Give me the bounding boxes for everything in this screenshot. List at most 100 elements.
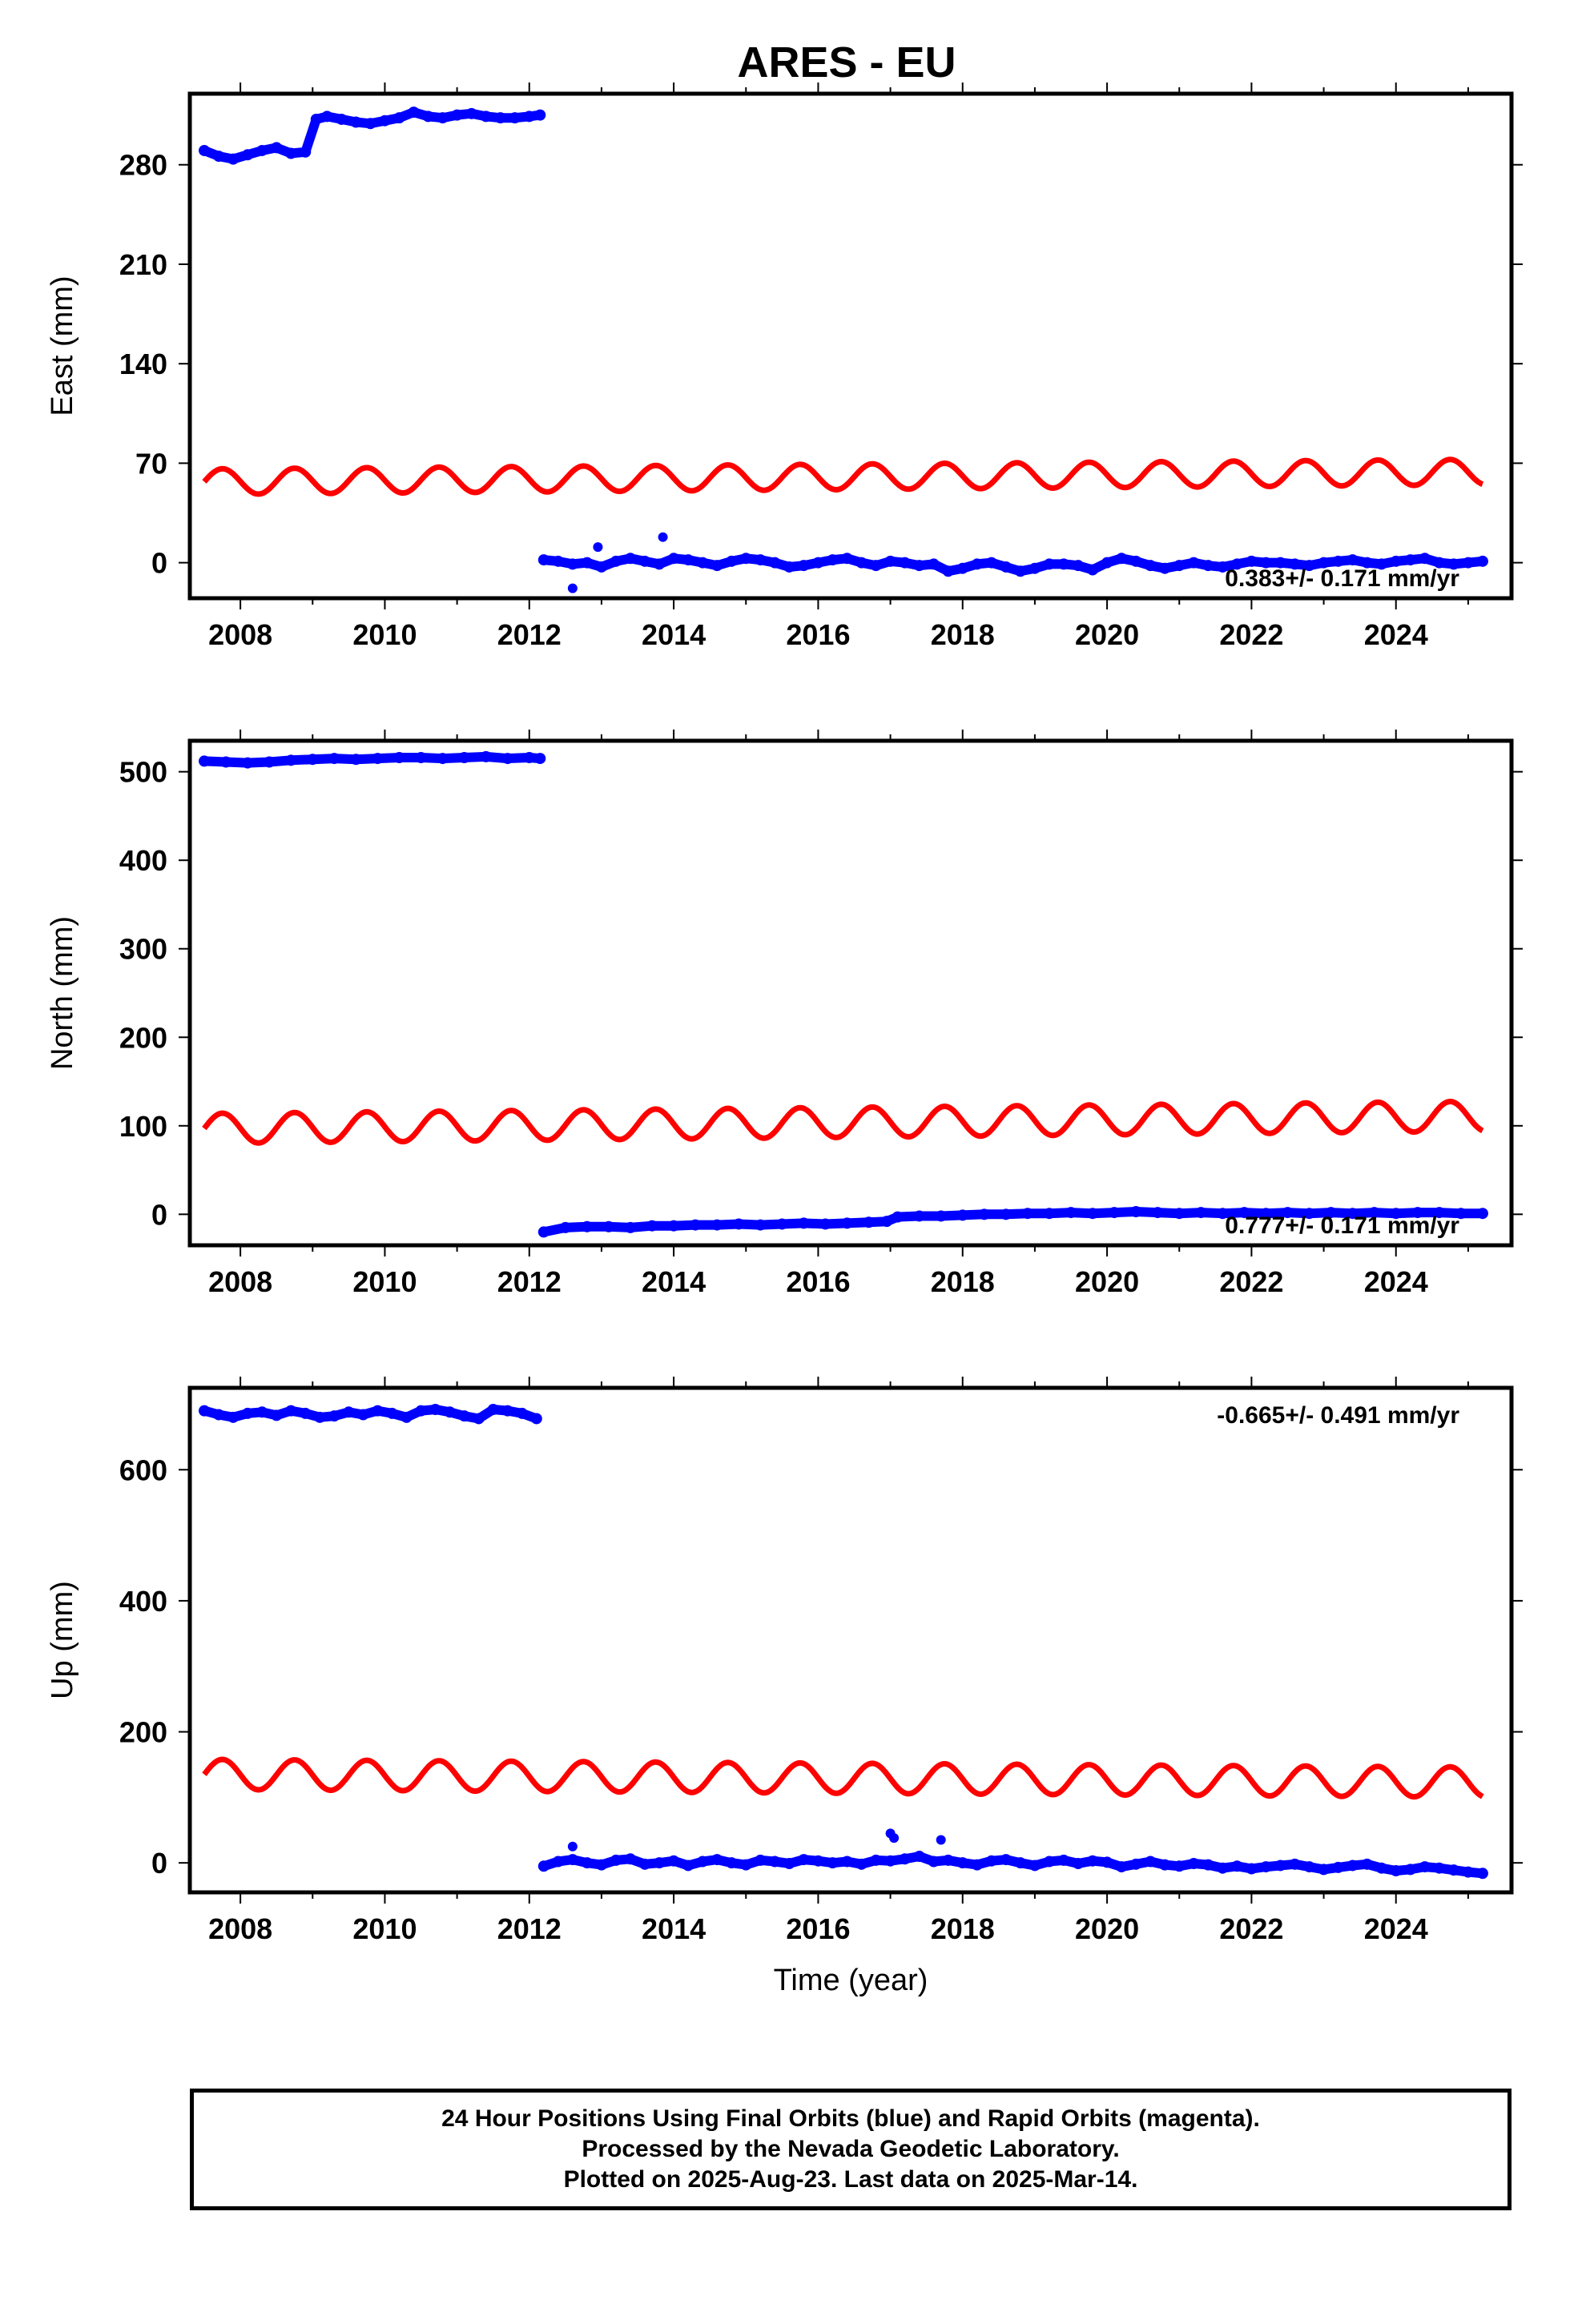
data-point [537,554,549,566]
y-axis-label: Up (mm) [46,1581,79,1699]
x-tick-label: 2022 [1219,1912,1283,1945]
data-point [422,111,434,123]
y-tick-label: 200 [119,1021,167,1054]
data-point [682,554,694,566]
data-point [1057,1854,1069,1866]
data-point [971,558,983,570]
outlier-point [593,542,603,553]
data-point [913,1851,925,1862]
y-tick-label: 300 [119,933,167,966]
data-point [350,116,362,128]
data-point [1173,1860,1185,1872]
data-point [595,561,607,573]
data-point [639,1858,651,1870]
x-tick-label: 2018 [931,1912,995,1945]
data-point [1101,557,1113,569]
data-point [956,1857,968,1869]
data-point [501,753,513,765]
data-point [855,1858,867,1870]
data-point [884,555,896,567]
data-point [1145,560,1157,572]
data-point [841,1856,853,1868]
data-point [300,146,312,158]
data-point [242,149,254,161]
processing-note-line-2: Processed by the Nevada Geodetic Laborat… [582,2136,1120,2162]
x-tick-label: 2012 [497,618,562,651]
data-point [827,1857,839,1869]
data-point [899,557,911,569]
data-point [1260,1208,1272,1220]
data-point [429,1404,441,1415]
data-point [336,113,348,125]
data-point [310,113,322,125]
data-point [1433,1862,1445,1874]
chart-title: ARES - EU [737,38,956,86]
data-point [639,555,651,567]
data-point [552,1856,564,1868]
data-point [971,1859,983,1871]
data-point [1404,554,1416,566]
data-point [534,109,546,121]
data-point [501,1405,513,1417]
data-point [1014,1857,1026,1869]
x-tick-label: 2024 [1364,618,1428,651]
data-point [798,1217,810,1229]
data-point [625,1853,636,1865]
data-point [1029,562,1041,574]
x-tick-label: 2014 [642,1265,706,1298]
data-point [1332,555,1344,567]
data-point [881,1216,893,1228]
data-point [328,753,340,765]
outlier-point [567,583,578,593]
data-point [1000,1208,1012,1220]
data-point [625,553,636,565]
data-point [256,1406,268,1418]
data-point [913,560,925,572]
north-frame [187,738,1514,1248]
data-point [1390,1865,1402,1876]
data-point [841,1217,853,1229]
data-point [285,1405,297,1417]
data-point [841,553,853,565]
outlier-point [567,1841,578,1852]
data-point [321,111,333,123]
data-point [1476,1868,1488,1880]
processing-note-line-3: Plotted on 2025-Aug-23. Last data on 202… [563,2166,1138,2193]
y-tick-label: 500 [119,756,167,789]
data-point [755,1854,767,1866]
data-point [595,1859,607,1871]
data-point [697,1856,709,1868]
y-tick-label: 0 [151,547,167,580]
data-point [1347,1860,1359,1872]
data-point [271,142,283,154]
east-frame [187,91,1514,601]
data-point [740,553,752,565]
data-point [256,144,268,156]
x-tick-label: 2014 [642,1912,706,1945]
data-point [1419,1861,1431,1873]
data-point [1347,1208,1359,1220]
data-point [1303,1208,1315,1220]
data-point [1145,1856,1157,1868]
data-point [1217,561,1229,573]
data-point [928,1856,940,1868]
data-point [654,558,666,570]
data-point [1188,1858,1200,1869]
data-point [1433,1207,1445,1219]
data-point [682,1860,694,1872]
x-tick-label: 2020 [1075,1912,1139,1945]
data-point [1390,1208,1402,1220]
data-point [534,753,546,765]
up-frame [187,1385,1514,1895]
data-point [465,107,477,119]
data-point [220,756,232,768]
data-point [1260,557,1272,569]
data-point [213,1409,225,1421]
data-point [668,1855,680,1867]
data-point [769,557,781,569]
data-point [668,553,680,565]
data-point [1246,1863,1258,1875]
data-point [1087,1208,1099,1220]
data-point [552,555,564,567]
data-point [1246,555,1258,567]
